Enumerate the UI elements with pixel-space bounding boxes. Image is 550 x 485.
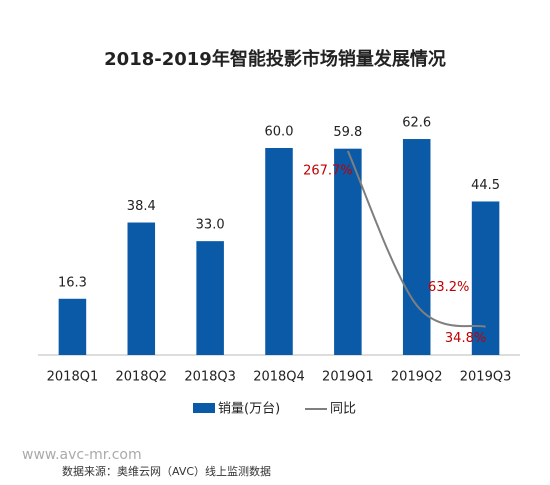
data-label: 267.7% [303, 163, 353, 178]
bar [334, 148, 362, 355]
bar [58, 298, 87, 355]
x-tick-label: 2018Q3 [184, 370, 236, 385]
data-label: 63.2% [428, 280, 469, 295]
x-tick-label: 2018Q1 [47, 370, 99, 385]
bar [265, 148, 293, 355]
x-tick-label: 2019Q3 [460, 370, 512, 385]
data-label: 59.8 [333, 125, 362, 140]
bar [196, 241, 224, 355]
legend-label: 同比 [330, 402, 356, 417]
x-tick-label: 2018Q4 [253, 370, 305, 385]
legend-label: 销量(万台) [218, 402, 280, 417]
x-tick-label: 2019Q2 [391, 370, 443, 385]
bar [402, 139, 431, 355]
bar [471, 201, 500, 355]
source-note: 数据来源：奥维云网（AVC）线上监测数据 [62, 464, 271, 478]
x-tick-label: 2018Q2 [115, 370, 167, 385]
data-label: 34.8% [445, 331, 486, 346]
x-tick-label: 2019Q1 [322, 370, 374, 385]
data-label: 44.5 [471, 178, 500, 193]
data-label: 16.3 [58, 275, 87, 290]
data-label: 62.6 [402, 116, 431, 131]
bar [127, 222, 156, 355]
watermark: www.avc-mr.com [22, 447, 142, 463]
legend-swatch [193, 403, 215, 413]
yoy-line [346, 150, 486, 328]
data-label: 33.0 [196, 218, 225, 233]
data-label: 38.4 [127, 199, 156, 214]
chart-title: 2018-2019年智能投影市场销量发展情况 [104, 48, 446, 70]
data-label: 60.0 [265, 125, 294, 140]
